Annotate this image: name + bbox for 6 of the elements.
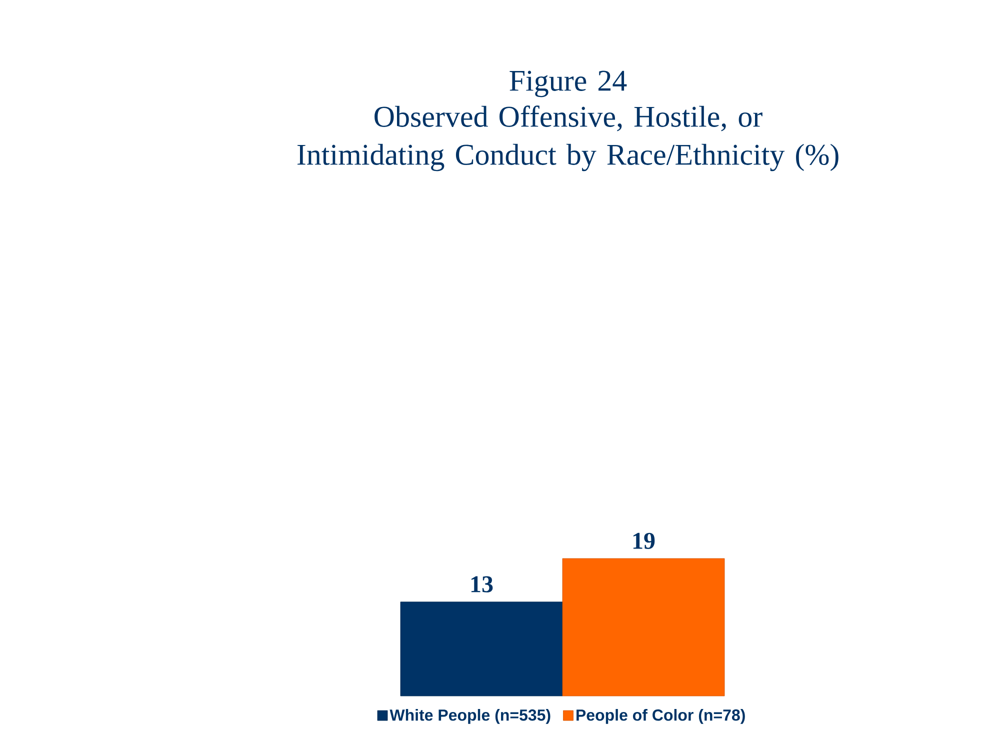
- data-label: 13: [471, 576, 493, 592]
- chart-title: Figure 24: [510, 70, 627, 98]
- legend-label: People of Color (n=78): [576, 708, 745, 724]
- legend-label: White People (n=535): [390, 708, 550, 724]
- data-label: 19: [633, 532, 655, 549]
- chart-subtitle: Observed Offensive, Hostile, or Intimidating Conduct by Race/Ethnicity (%): [297, 106, 838, 172]
